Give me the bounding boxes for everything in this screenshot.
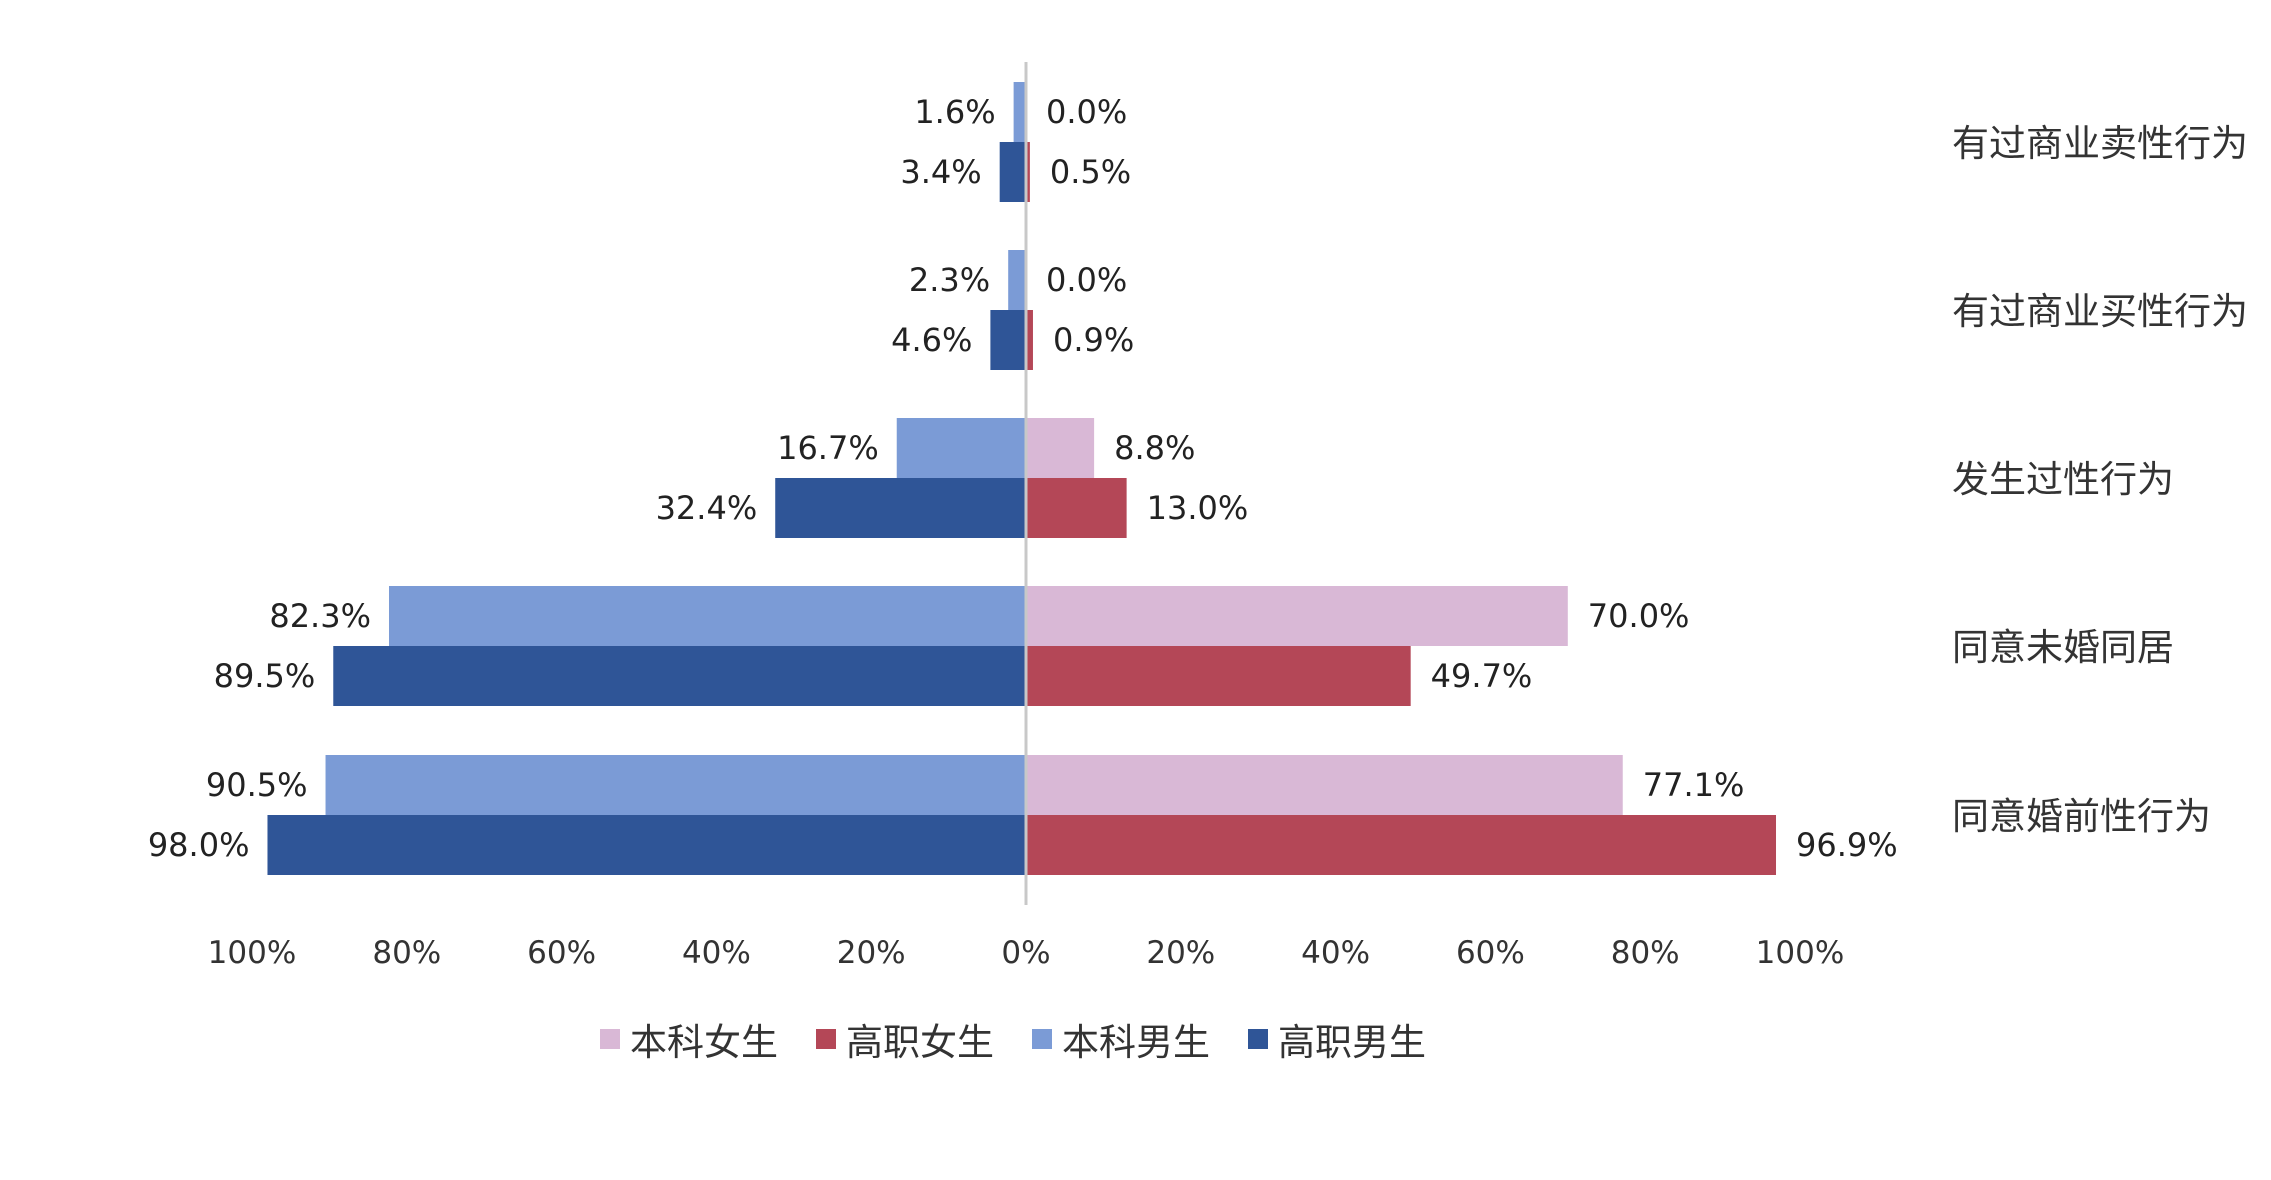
bar-uf-3 bbox=[1026, 586, 1568, 646]
bar-um-1 bbox=[1008, 250, 1026, 310]
bar-um-4 bbox=[325, 755, 1026, 815]
bar-uf-2 bbox=[1026, 418, 1095, 478]
data-label: 13.0% bbox=[1147, 489, 1249, 527]
category-label: 同意婚前性行为 bbox=[1952, 795, 2211, 838]
data-label: 49.7% bbox=[1431, 657, 1533, 695]
bar-hf-3 bbox=[1026, 646, 1411, 706]
bar-uf-4 bbox=[1026, 755, 1623, 815]
x-tick-label: 60% bbox=[1456, 935, 1525, 971]
bar-um-3 bbox=[388, 586, 1026, 646]
bar-hm-2 bbox=[775, 478, 1026, 538]
category-label: 同意未婚同居 bbox=[1952, 626, 2174, 669]
category-label: 有过商业卖性行为 bbox=[1952, 122, 2248, 165]
data-label: 70.0% bbox=[1588, 597, 1690, 635]
legend-swatch bbox=[1248, 1029, 1268, 1049]
bar-hm-4 bbox=[267, 815, 1027, 875]
bar-hf-4 bbox=[1026, 815, 1777, 875]
legend-item: 本科女生 bbox=[600, 1012, 778, 1066]
x-tick-label: 100% bbox=[1756, 935, 1845, 971]
data-label: 98.0% bbox=[148, 826, 250, 864]
bar-um-2 bbox=[896, 418, 1026, 478]
x-tick-label: 40% bbox=[1301, 935, 1370, 971]
legend-swatch bbox=[816, 1029, 836, 1049]
data-label: 90.5% bbox=[206, 766, 308, 804]
data-label: 0.5% bbox=[1050, 153, 1131, 191]
data-label: 0.0% bbox=[1046, 261, 1127, 299]
x-tick-label: 80% bbox=[372, 935, 441, 971]
x-tick-label: 0% bbox=[1001, 935, 1050, 971]
legend-swatch bbox=[600, 1029, 620, 1049]
category-label: 发生过性行为 bbox=[1952, 458, 2174, 501]
data-label: 89.5% bbox=[214, 657, 316, 695]
legend-label: 高职女生 bbox=[846, 1021, 994, 1064]
x-tick-label: 80% bbox=[1611, 935, 1680, 971]
legend-item: 高职女生 bbox=[816, 1012, 994, 1066]
bar-um-0 bbox=[1013, 82, 1026, 142]
legend: 本科女生 高职女生 本科男生 高职男生 bbox=[600, 1012, 1426, 1066]
bar-hm-3 bbox=[333, 646, 1026, 706]
data-label: 1.6% bbox=[914, 93, 995, 131]
legend-swatch bbox=[1032, 1029, 1052, 1049]
data-label: 32.4% bbox=[656, 489, 758, 527]
bar-hm-0 bbox=[999, 142, 1026, 202]
data-label: 0.9% bbox=[1053, 321, 1134, 359]
bar-hm-1 bbox=[990, 310, 1026, 370]
data-label: 77.1% bbox=[1643, 766, 1745, 804]
legend-item: 本科男生 bbox=[1032, 1012, 1210, 1066]
legend-label: 高职男生 bbox=[1278, 1021, 1426, 1064]
bar-hf-1 bbox=[1026, 310, 1033, 370]
data-label: 82.3% bbox=[269, 597, 371, 635]
data-label: 2.3% bbox=[909, 261, 990, 299]
legend-label: 本科女生 bbox=[630, 1021, 778, 1064]
data-label: 3.4% bbox=[900, 153, 981, 191]
data-label: 8.8% bbox=[1114, 429, 1195, 467]
legend-item: 高职男生 bbox=[1248, 1012, 1426, 1066]
category-label: 有过商业买性行为 bbox=[1952, 290, 2248, 333]
bar-hf-0 bbox=[1026, 142, 1030, 202]
x-tick-label: 100% bbox=[208, 935, 297, 971]
data-label: 0.0% bbox=[1046, 93, 1127, 131]
data-label: 16.7% bbox=[777, 429, 879, 467]
x-tick-label: 20% bbox=[1146, 935, 1215, 971]
x-tick-label: 60% bbox=[527, 935, 596, 971]
data-label: 96.9% bbox=[1796, 826, 1898, 864]
x-tick-label: 40% bbox=[682, 935, 751, 971]
bar-hf-2 bbox=[1026, 478, 1127, 538]
x-tick-label: 20% bbox=[837, 935, 906, 971]
legend-label: 本科男生 bbox=[1062, 1021, 1210, 1064]
data-label: 4.6% bbox=[891, 321, 972, 359]
